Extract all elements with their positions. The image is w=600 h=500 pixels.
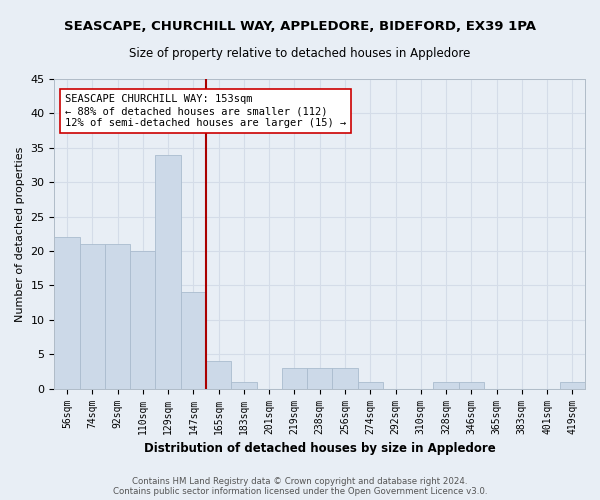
Bar (433, 382, 458, 388)
Bar (130, 251, 155, 388)
Bar (105, 244, 130, 388)
Y-axis label: Number of detached properties: Number of detached properties (15, 146, 25, 322)
Bar (55, 238, 80, 388)
Text: Contains public sector information licensed under the Open Government Licence v3: Contains public sector information licen… (113, 487, 487, 496)
Bar (358, 382, 383, 388)
Bar (458, 382, 484, 388)
Bar (231, 382, 257, 388)
Text: SEASCAPE, CHURCHILL WAY, APPLEDORE, BIDEFORD, EX39 1PA: SEASCAPE, CHURCHILL WAY, APPLEDORE, BIDE… (64, 20, 536, 33)
Bar (181, 292, 206, 388)
Bar (80, 244, 105, 388)
X-axis label: Distribution of detached houses by size in Appledore: Distribution of detached houses by size … (144, 442, 496, 455)
Bar (307, 368, 332, 388)
Text: SEASCAPE CHURCHILL WAY: 153sqm
← 88% of detached houses are smaller (112)
12% of: SEASCAPE CHURCHILL WAY: 153sqm ← 88% of … (65, 94, 346, 128)
Text: Size of property relative to detached houses in Appledore: Size of property relative to detached ho… (130, 48, 470, 60)
Bar (332, 368, 358, 388)
Bar (155, 154, 181, 388)
Bar (560, 382, 585, 388)
Bar (282, 368, 307, 388)
Text: Contains HM Land Registry data © Crown copyright and database right 2024.: Contains HM Land Registry data © Crown c… (132, 477, 468, 486)
Bar (206, 361, 231, 388)
